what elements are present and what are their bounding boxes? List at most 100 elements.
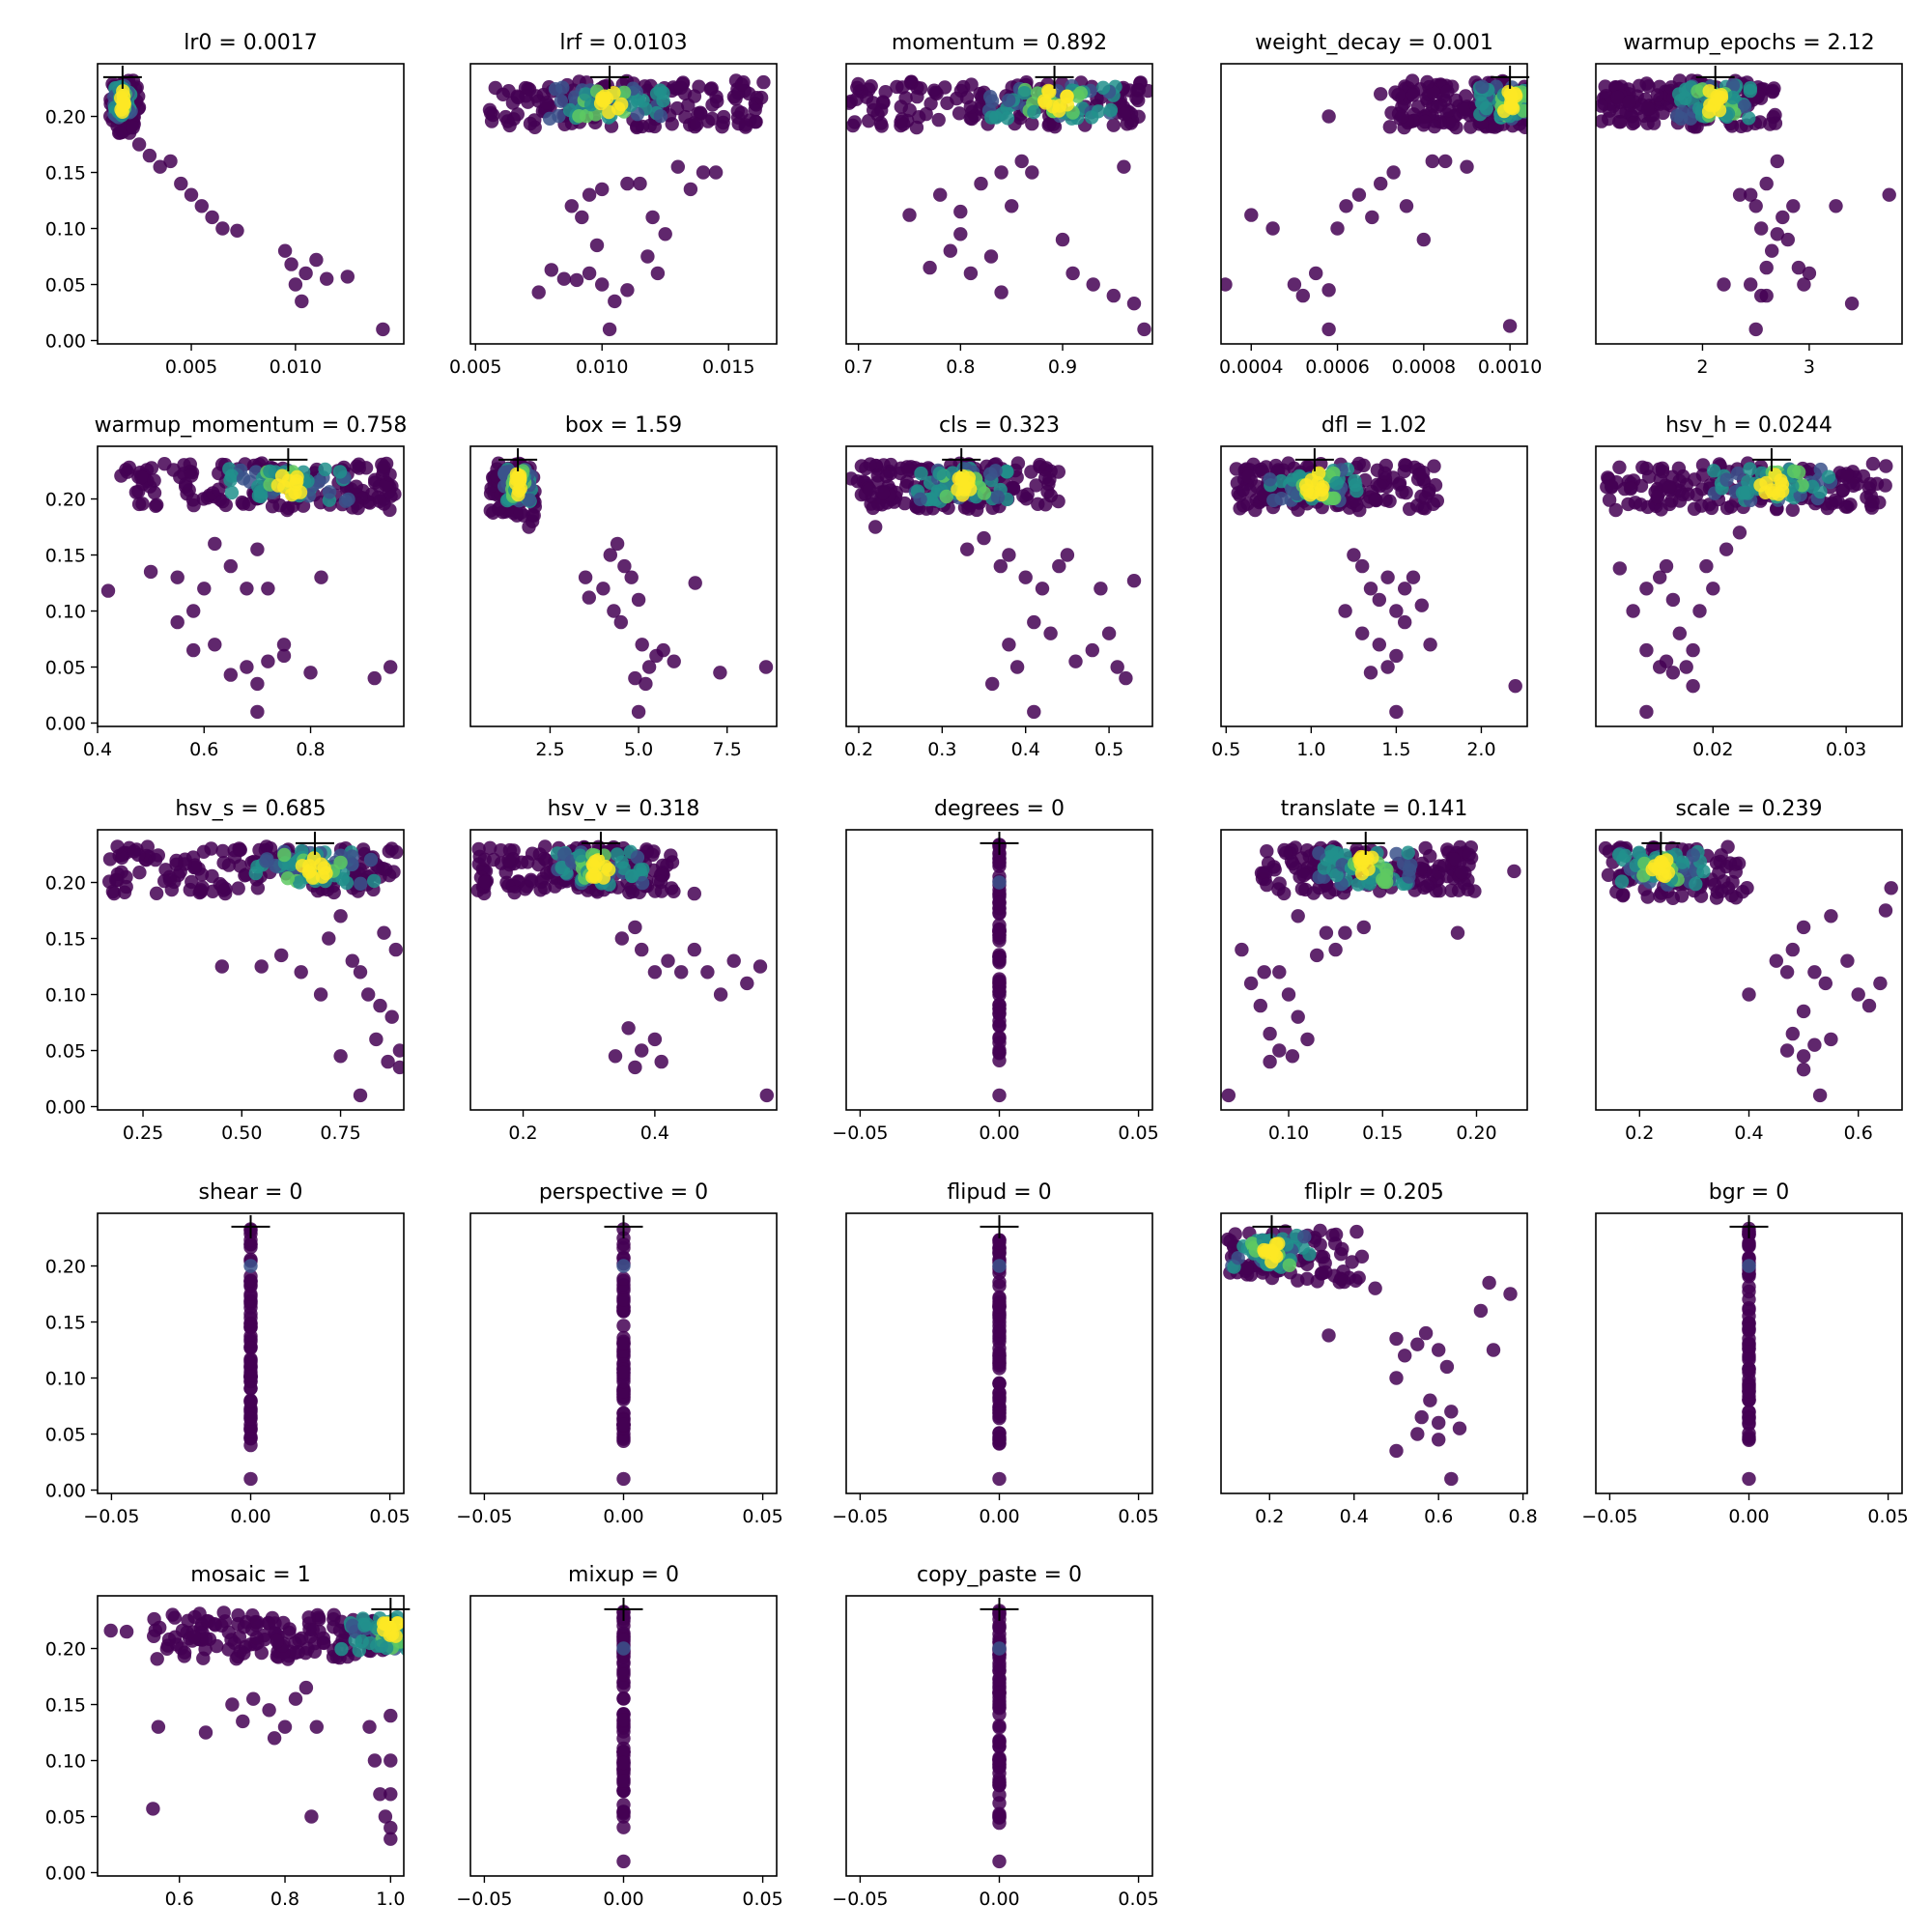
data-point: [1689, 877, 1703, 892]
data-point: [1699, 558, 1714, 574]
data-point: [1380, 660, 1395, 674]
data-point: [603, 548, 617, 562]
data-point: [1119, 670, 1133, 686]
y-tick-label: 0.15: [45, 163, 86, 185]
data-point: [1410, 1337, 1425, 1351]
data-point: [1844, 297, 1860, 311]
data-point: [1372, 592, 1387, 608]
data-point: [1835, 483, 1851, 497]
data-point: [524, 872, 538, 887]
subplot-19: fliplr = 0.205 0.2 0.4 0.6 0.8: [1220, 1180, 1538, 1527]
y-tick-label: 0.00: [45, 714, 86, 735]
data-point: [1503, 1287, 1518, 1301]
data-point: [1384, 105, 1399, 121]
data-point: [127, 844, 142, 859]
data-point: [284, 257, 298, 271]
data-point: [1402, 863, 1417, 877]
data-point: [1612, 561, 1628, 576]
data-point: [1347, 548, 1361, 562]
subplot-title: warmup_epochs = 2.12: [1623, 31, 1874, 55]
y-tick-label: 0.15: [45, 1695, 86, 1717]
data-point: [1742, 1321, 1756, 1337]
data-point: [1027, 104, 1041, 120]
data-point: [1038, 497, 1053, 512]
data-point: [392, 1060, 404, 1075]
data-point: [186, 604, 201, 618]
data-point: [1621, 497, 1635, 512]
data-point: [1272, 965, 1287, 980]
data-point: [569, 272, 584, 288]
data-point: [1432, 1343, 1446, 1357]
data-point: [148, 1623, 162, 1637]
data-point: [1440, 84, 1455, 99]
y-tick-label: 0.05: [45, 275, 86, 297]
x-tick-label: 0.5: [1211, 739, 1240, 760]
x-tick-label: 0.7: [844, 356, 873, 378]
data-point: [384, 1787, 398, 1802]
data-point: [298, 266, 313, 281]
data-point: [923, 97, 938, 111]
data-point: [1389, 1371, 1404, 1385]
data-point: [1361, 862, 1376, 876]
data-point: [1052, 558, 1066, 574]
data-point: [1686, 642, 1700, 658]
data-point: [243, 1394, 258, 1408]
data-point: [628, 670, 642, 686]
data-point: [589, 238, 605, 253]
data-point: [1723, 499, 1739, 514]
data-point: [384, 660, 398, 674]
data-point: [102, 852, 118, 867]
data-point: [151, 1719, 166, 1734]
data-point: [1686, 848, 1701, 863]
data-point: [128, 485, 144, 499]
x-tick-label: 0.6: [1424, 1506, 1453, 1527]
data-point: [514, 855, 529, 869]
data-point: [611, 101, 626, 116]
data-point: [1665, 666, 1681, 680]
subplot-22: mixup = 0 −0.05 0.00 0.05: [456, 1563, 782, 1910]
data-point: [1337, 1274, 1351, 1290]
data-point: [1865, 456, 1881, 471]
data-point: [564, 199, 579, 213]
data-point: [150, 1652, 164, 1666]
data-point: [1403, 501, 1417, 517]
data-point: [1376, 872, 1390, 887]
data-point: [270, 1634, 284, 1649]
data-point: [690, 117, 704, 132]
data-point: [1732, 526, 1747, 540]
data-point: [510, 107, 525, 122]
data-point: [620, 176, 635, 191]
subplot-15: scale = 0.239 0.2 0.4 0.6: [1595, 797, 1903, 1144]
data-point: [1299, 1271, 1315, 1287]
data-point: [628, 1060, 642, 1075]
x-tick-label: 0.4: [1734, 1122, 1763, 1144]
data-point: [205, 210, 219, 225]
data-point: [1735, 885, 1750, 899]
x-tick-label: 0.00: [979, 1889, 1019, 1910]
data-point: [274, 948, 289, 963]
data-point: [1454, 865, 1469, 880]
data-point: [713, 666, 727, 680]
x-tick-label: 0.8: [946, 356, 975, 378]
data-point: [1297, 1230, 1312, 1244]
data-point: [913, 81, 928, 96]
data-point: [540, 866, 554, 880]
data-point: [578, 570, 593, 584]
scatter-points: [1229, 456, 1522, 720]
y-tick-label: 0.20: [45, 1257, 86, 1278]
data-point: [616, 1384, 631, 1399]
subplot-title: translate = 0.141: [1281, 797, 1468, 821]
data-point: [1363, 582, 1378, 596]
subplot-title: flipud = 0: [947, 1180, 1051, 1205]
scatter-points: [1600, 456, 1893, 720]
data-point: [1770, 227, 1785, 242]
data-point: [1742, 1383, 1756, 1399]
data-point: [901, 463, 916, 477]
data-point: [1807, 965, 1822, 980]
data-point: [740, 976, 754, 991]
x-tick-label: 0.010: [576, 356, 628, 378]
data-point: [1248, 502, 1263, 518]
axes-frame: [469, 63, 778, 345]
data-point: [277, 847, 292, 863]
data-point: [527, 113, 542, 128]
